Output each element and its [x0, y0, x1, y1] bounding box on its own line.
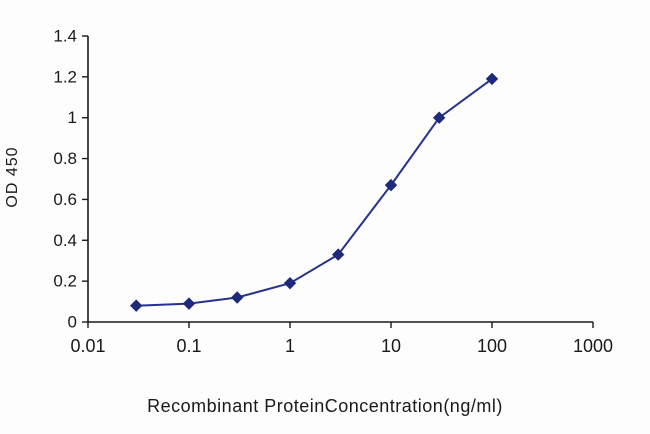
x-tick-label: 1000 — [573, 336, 613, 356]
data-point-marker — [331, 248, 345, 261]
series-line — [136, 78, 493, 307]
y-tick-label: 1 — [68, 108, 77, 127]
x-tick-label: 0.1 — [176, 336, 201, 356]
y-tick-label: 0.6 — [53, 190, 77, 209]
data-point-marker — [485, 72, 499, 86]
axis-lines — [87, 36, 593, 323]
y-tick-label: 0.8 — [53, 149, 77, 168]
data-point-marker — [182, 297, 196, 310]
y-tick-label: 0.2 — [53, 272, 77, 291]
data-point-marker — [230, 291, 244, 304]
y-tick-label: 1.4 — [53, 27, 77, 46]
x-tick-label: 10 — [381, 336, 401, 356]
y-tick-label: 1.2 — [53, 67, 77, 86]
y-tick-label: 0.4 — [53, 231, 77, 250]
data-point-marker — [129, 299, 143, 312]
x-tick-label: 1 — [285, 336, 295, 356]
data-point-marker — [384, 178, 398, 192]
x-tick-label: 100 — [477, 336, 507, 356]
data-point-marker — [283, 276, 297, 290]
x-axis-title: Recombinant ProteinConcentration(ng/ml) — [147, 396, 503, 416]
data-point-marker — [432, 111, 446, 124]
y-tick-label: 0 — [68, 313, 77, 332]
x-tick-label: 0.01 — [70, 336, 105, 356]
